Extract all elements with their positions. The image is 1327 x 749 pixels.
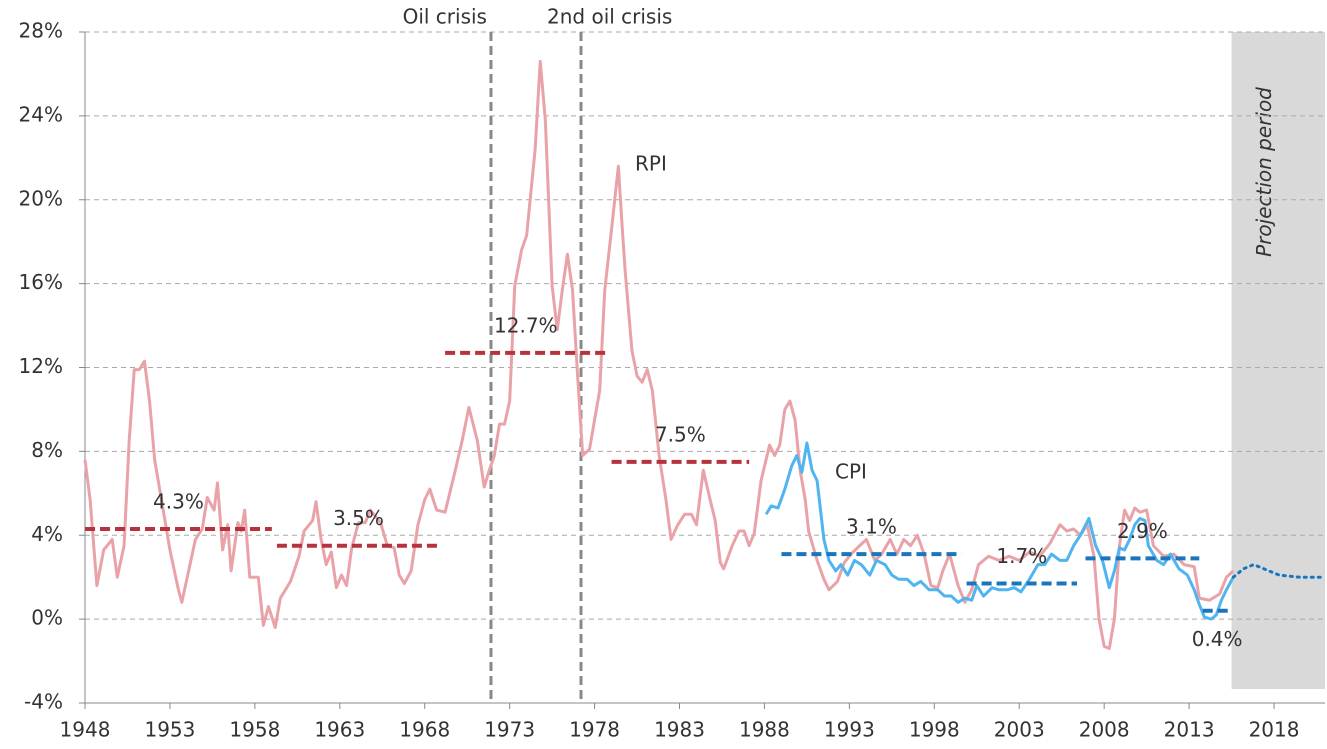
x-tick-label: 1993 [824,718,875,742]
projection-region [1231,32,1325,689]
x-tick-label: 2003 [994,718,1045,742]
line-1 [764,441,1235,621]
x-tick-label: 2013 [1164,718,1215,742]
x-tick-label: 1998 [909,718,960,742]
projection-line [1231,562,1325,579]
line-0 [83,59,1235,650]
period-average-label: 12.7% [494,313,558,337]
series-label: RPI [635,152,667,176]
x-tick-label: 1983 [654,718,705,742]
y-tick-label: 28% [19,19,63,43]
x-tick-label: 1968 [399,718,450,742]
y-tick-label: 8% [31,438,63,462]
x-tick-label: 1958 [229,718,280,742]
period-average-label: 3.5% [333,506,384,530]
y-tick-label: 12% [19,354,63,378]
x-tick-label: 1973 [484,718,535,742]
x-tick-label: 1953 [144,718,195,742]
series-label: CPI [835,460,867,484]
x-tick-label: 1978 [569,718,620,742]
x-tick-label: 1988 [739,718,790,742]
period-average-label: 1.7% [996,544,1047,568]
y-tick-label: 0% [31,606,63,630]
y-tick-label: -4% [24,690,63,714]
period-average-label: 4.3% [153,489,204,513]
x-tick-label: 1963 [314,718,365,742]
period-average-label: 2.9% [1117,519,1168,543]
x-tick-label: 1948 [60,718,111,742]
period-average-label: 7.5% [655,422,706,446]
y-tick-label: 4% [31,522,63,546]
event-label: Oil crisis [403,5,487,29]
x-tick-label: 2018 [1249,718,1300,742]
projection-label: Projection period [1252,87,1276,257]
x-tick-label: 2008 [1079,718,1130,742]
y-tick-label: 16% [19,270,63,294]
event-label: 2nd oil crisis [547,5,672,29]
period-average-label: 0.4% [1192,627,1243,651]
y-tick-label: 20% [19,186,63,210]
period-average-label: 3.1% [846,515,897,539]
y-tick-label: 24% [19,102,63,126]
